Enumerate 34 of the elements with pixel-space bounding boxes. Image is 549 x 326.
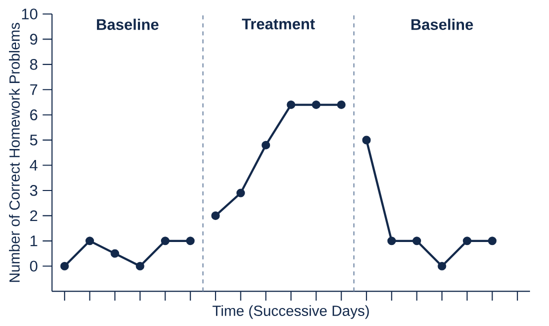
y-tick-label: 2 [30,210,38,222]
point [85,236,94,246]
point [186,236,195,246]
y-tick-label: 6 [30,109,38,120]
y-tick-label: 5 [30,134,38,146]
point [438,262,446,270]
point [488,236,497,246]
y-tick-label: 0 [30,260,38,272]
y-tick-label: 1 [30,236,38,246]
point [312,100,320,110]
y-tick-label: 9 [30,34,38,45]
point [337,100,346,110]
y-tick-label: 7 [30,84,38,95]
point [462,236,472,246]
point [286,100,296,110]
point [211,211,220,220]
point [262,140,270,150]
point [387,236,396,246]
annotation: Baseline [411,18,473,30]
y-tick-label: 4 [30,160,38,171]
point [136,262,144,270]
y-tick-label: 3 [30,185,38,196]
y-axis-title: Number of Correct Homework Problems [8,22,20,282]
point [160,236,170,246]
point [236,188,245,198]
point [60,262,69,270]
y-tick-label: 10 [22,8,38,20]
point [110,249,120,258]
point [362,136,371,144]
x-axis-title: Time (Successive Days) [212,305,369,319]
point [412,236,422,246]
annotation: Treatment [242,18,315,30]
y-tick-label: 8 [30,59,38,70]
annotation: Baseline [96,18,158,30]
